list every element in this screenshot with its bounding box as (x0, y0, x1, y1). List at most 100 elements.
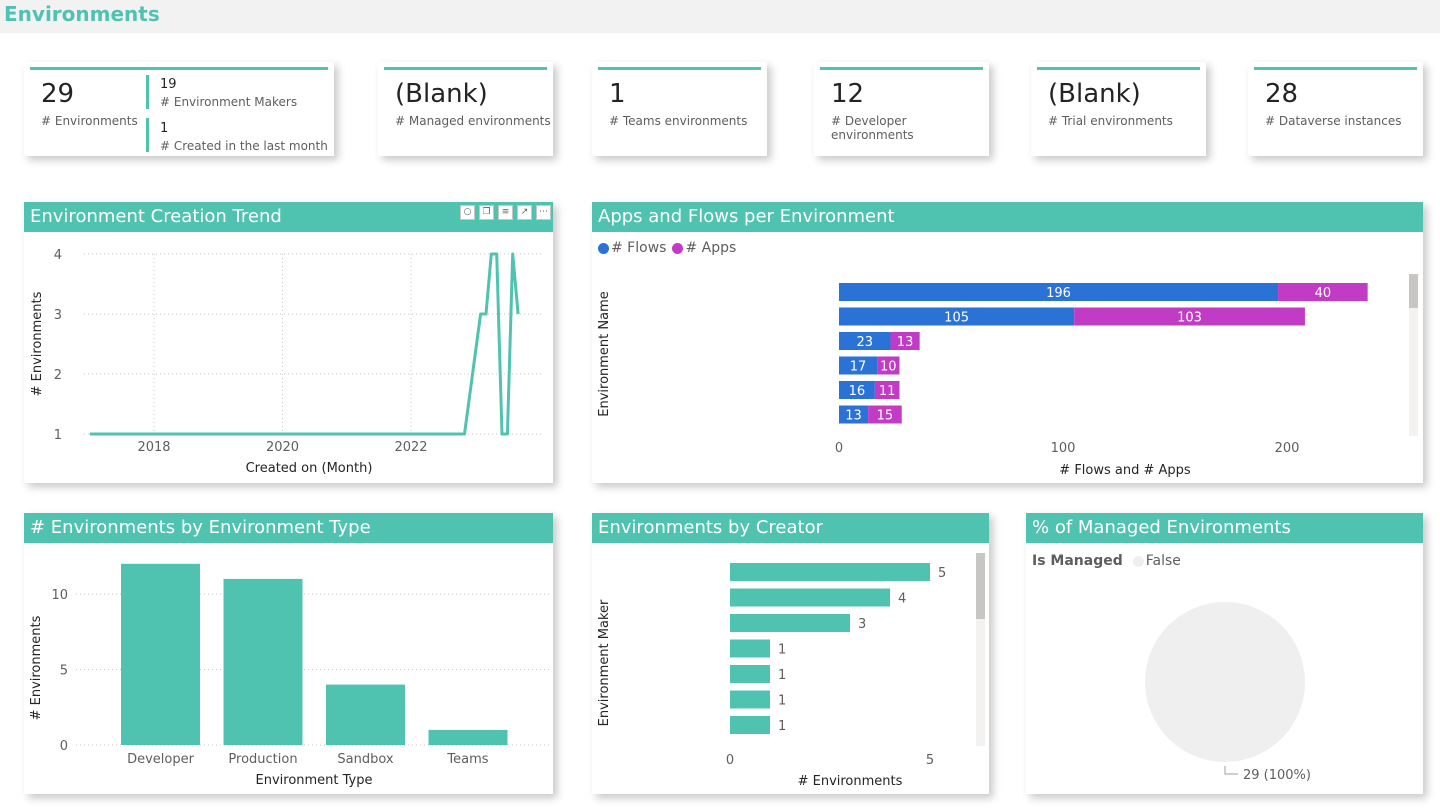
kpi-label: # Environments (41, 114, 138, 128)
legend-flows-dot (598, 242, 609, 254)
x-tick-label: Sandbox (337, 752, 394, 767)
y-axis-title: Environment Name (597, 291, 612, 417)
copy-icon[interactable]: ❐ (479, 205, 494, 220)
y-tick-label: 4 (54, 248, 62, 263)
managed-legend: Is Managed False (1032, 553, 1181, 569)
page-header: Environments (0, 0, 1440, 33)
kpi-sub-label: # Created in the last month (160, 139, 328, 153)
kpi-divider (146, 75, 149, 109)
focus-icon[interactable]: ↗ (517, 205, 532, 220)
x-axis-title: Environment Type (256, 773, 373, 788)
trend-line (89, 252, 520, 436)
y-tick-label: 2 (54, 368, 62, 383)
type-panel[interactable]: 0 5 10 Developer Production Sandbox Teams Envir… (24, 513, 553, 794)
trend-chart: 1 2 3 4 2018 2020 2022 Created on (Month) # Envi… (30, 248, 544, 476)
managed-panel[interactable]: 29 (100%) % of Managed Environments Is M… (1026, 513, 1423, 794)
visual-toolbar: ○ ❐ ≡ ↗ ⋯ (460, 205, 551, 220)
kpi-value: 1 (609, 79, 626, 109)
x-tick-label: 2018 (137, 440, 170, 455)
kpi-sub-label: # Environment Makers (160, 95, 298, 109)
kpi-card-managed[interactable]: (Blank) # Managed environments (378, 62, 553, 156)
bar-data-label: 103 (1177, 311, 1202, 326)
y-axis-title: # Environments (29, 615, 44, 720)
kpi-label: # Developer environments (831, 114, 914, 142)
x-tick-label: 0 (726, 753, 734, 768)
type-bar (223, 578, 303, 745)
creator-bar (730, 716, 770, 734)
bar-data-label: 15 (877, 409, 894, 424)
kpi-label: # Teams environments (609, 114, 748, 128)
apps-flows-legend: # Flows # Apps (598, 240, 736, 256)
bar-data-label: 13 (845, 409, 862, 424)
bar-data-label: 3 (858, 617, 866, 632)
kpi-card-trial[interactable]: (Blank) # Trial environments (1031, 62, 1206, 156)
x-tick-label: 2022 (394, 440, 427, 455)
trend-panel[interactable]: 1 2 3 4 2018 2020 2022 Created on (Month) # Envi… (24, 202, 553, 483)
y-tick-label: 10 (51, 588, 68, 603)
creator-bar (730, 588, 890, 607)
pin-icon[interactable]: ○ (460, 205, 475, 220)
bar-data-label: 13 (897, 335, 914, 350)
bar-data-label: 10 (880, 360, 897, 375)
x-tick-label: Developer (127, 752, 195, 767)
kpi-sub-value: 19 (160, 77, 177, 92)
bar-data-label: 40 (1315, 286, 1332, 301)
card-accent-bar (598, 67, 761, 70)
flows-bar (839, 405, 869, 424)
pie-label-leader (1224, 766, 1238, 775)
creator-bar (730, 563, 930, 581)
x-tick-label: 100 (1051, 441, 1076, 456)
bar-data-label: 16 (849, 384, 866, 399)
type-chart: 0 5 10 Developer Production Sandbox Teams Envir… (29, 563, 549, 788)
creator-panel[interactable]: 5 4 3 1 1 1 1 0 5 # Environments Environment Maker… (592, 513, 989, 794)
kpi-card-developer[interactable]: 12 # Developer environments (814, 62, 989, 156)
kpi-card-teams[interactable]: 1 # Teams environments (592, 62, 767, 156)
kpi-card-environments[interactable]: 29 # Environments 19 # Environment Maker… (24, 62, 334, 156)
kpi-value: 12 (831, 79, 865, 109)
x-tick-label: Production (228, 752, 297, 767)
card-accent-bar (1254, 67, 1417, 70)
legend-apps-label: # Apps (685, 240, 737, 256)
card-accent-bar (1037, 67, 1200, 70)
kpi-label: # Managed environments (395, 114, 551, 128)
x-tick-label: Teams (446, 752, 488, 767)
bar-data-label: 196 (1046, 286, 1071, 301)
apps-bar (877, 356, 900, 375)
y-tick-label: 5 (60, 664, 68, 679)
bar-data-label: 1 (778, 719, 786, 734)
card-accent-bar (384, 67, 547, 70)
x-tick-label: 2020 (266, 440, 299, 455)
apps-bar (874, 381, 900, 399)
more-icon[interactable]: ⋯ (536, 205, 551, 220)
scrollbar-thumb (1409, 274, 1418, 308)
apps-flows-chart: 196 40 105 103 23 13 17 10 16 11 13 15 0 100 200 # Flow… (597, 274, 1418, 478)
x-tick-label: 5 (926, 753, 934, 768)
pie-data-label: 29 (100%) (1243, 768, 1311, 783)
flows-bar (839, 283, 1279, 301)
apps-flows-panel[interactable]: 196 40 105 103 23 13 17 10 16 11 13 15 0 100 200 # Flow… (592, 202, 1423, 483)
legend-false-label: False (1145, 553, 1181, 569)
managed-title: % of Managed Environments (1026, 513, 1423, 543)
scrollbar-track (976, 553, 985, 746)
y-tick-label: 3 (54, 308, 62, 323)
scrollbar-thumb (976, 553, 985, 619)
apps-bar (890, 332, 920, 350)
bar-data-label: 23 (856, 335, 873, 350)
flows-bar (839, 307, 1075, 326)
x-tick-label: 200 (1275, 441, 1300, 456)
legend-flows-label: # Flows (611, 240, 667, 256)
legend-false-dot (1132, 555, 1144, 567)
bar-data-label: 17 (850, 360, 867, 375)
flows-bar (839, 356, 878, 375)
creator-chart: 5 4 3 1 1 1 1 0 5 # Environments Environment Maker (597, 553, 985, 789)
legend-title: Is Managed (1032, 553, 1123, 569)
kpi-divider (146, 118, 149, 152)
creator-bar (730, 665, 770, 683)
kpi-card-dataverse[interactable]: 28 # Dataverse instances (1248, 62, 1423, 156)
pie-slice-false (1145, 602, 1305, 762)
card-accent-bar (820, 67, 983, 70)
scrollbar-track (1409, 274, 1418, 436)
page-title: Environments (4, 2, 160, 26)
apps-bar (868, 405, 902, 424)
filter-icon[interactable]: ≡ (498, 205, 513, 220)
